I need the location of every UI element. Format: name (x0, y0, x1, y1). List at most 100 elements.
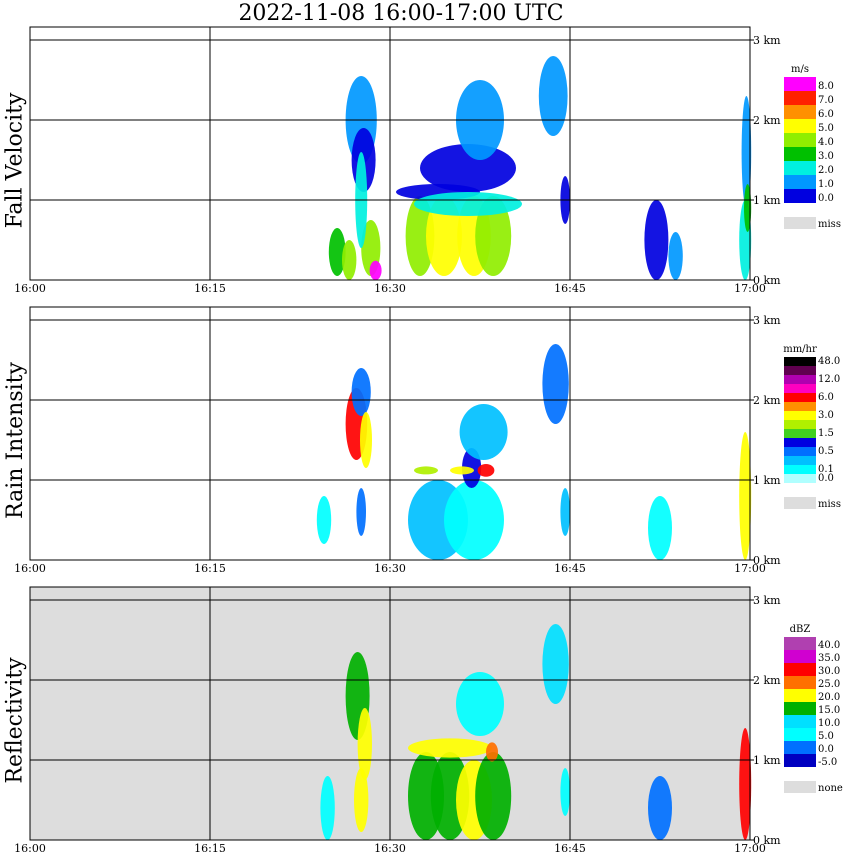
echo-cell (316, 496, 332, 544)
legend-label: 15.0 (818, 705, 840, 716)
x-tick-label: 16:00 (14, 842, 46, 855)
legend-label: 0.5 (818, 446, 834, 457)
legend-label: 3.0 (818, 410, 834, 421)
legend-label: 25.0 (818, 679, 840, 690)
legend-missing-label: miss (818, 499, 841, 510)
echo-cell (414, 192, 522, 216)
legend-label: 10.0 (818, 718, 840, 729)
legend-label: 3.0 (818, 151, 834, 162)
y-tick-label: 1 km (753, 474, 781, 487)
echo-cell (357, 708, 372, 780)
x-tick-label: 16:30 (374, 282, 406, 295)
legend-swatch (784, 402, 816, 411)
echo-cell (739, 432, 752, 560)
x-tick-label: 16:30 (374, 562, 406, 575)
echo-cell (320, 776, 335, 840)
legend-units: mm/hr (783, 344, 817, 355)
echo-cell (356, 488, 367, 536)
echo-cell (360, 412, 372, 468)
x-tick-label: 17:00 (734, 282, 766, 295)
legend-label: 8.0 (818, 81, 834, 92)
echo-cell (538, 56, 568, 136)
echo-cell (648, 496, 672, 560)
y-tick-label: 3 km (753, 34, 781, 47)
x-tick-label: 16:00 (14, 562, 46, 575)
echo-cell (408, 738, 492, 758)
legend-swatch (784, 715, 816, 728)
x-tick-label: 16:45 (554, 282, 586, 295)
echo-cells (316, 344, 752, 560)
echo-cell (351, 368, 371, 416)
legend-swatch (784, 375, 816, 384)
y-tick-label: 0 km (753, 554, 781, 567)
y-tick-label: 0 km (753, 834, 781, 847)
y-tick-label: 2 km (753, 114, 781, 127)
legend-label: 0.0 (818, 193, 834, 204)
plot-frame (29, 26, 751, 281)
legend: m/s 8.0 7.0 6.0 5.0 4.0 3.0 2.0 1.0 0.0 miss (784, 64, 841, 230)
legend-swatch (784, 133, 816, 147)
legend-label: 5.0 (818, 731, 834, 742)
y-tick-label: 0 km (753, 274, 781, 287)
echo-cell (741, 96, 752, 208)
legend-missing-swatch (784, 781, 816, 793)
echo-cell (475, 752, 512, 840)
echo-cells (328, 56, 752, 280)
echo-cell (542, 344, 569, 424)
echo-cell (456, 672, 504, 736)
legend-swatch (784, 474, 816, 483)
y-tick-label: 3 km (753, 594, 781, 607)
legend-swatch (784, 77, 816, 91)
legend-missing-swatch (784, 217, 816, 229)
x-tick-label: 16:30 (374, 842, 406, 855)
plot-frame (29, 306, 751, 561)
legend-swatch (784, 91, 816, 105)
echo-cell (560, 488, 570, 536)
legend-swatch (784, 702, 816, 715)
echo-cell (444, 480, 504, 560)
legend-label: 6.0 (818, 392, 834, 403)
echo-cell (450, 466, 474, 475)
echo-cell (459, 404, 508, 460)
x-tick-label: 16:45 (554, 562, 586, 575)
panel-1: 16:00 16:15 16:30 16:45 17:000 km 1 km 2 km 3 k… (14, 306, 841, 575)
y-tick-label: 3 km (753, 314, 781, 327)
legend-swatch (784, 728, 816, 741)
panel-0: 16:00 16:15 16:30 16:45 17:000 km 1 km 2 km 3 k… (14, 26, 841, 295)
panel-2: 16:00 16:15 16:30 16:45 17:000 km 1 km 2 km 3 k… (14, 586, 843, 855)
echo-cell (668, 232, 683, 280)
legend-swatch (784, 175, 816, 189)
legend-label: 2.0 (818, 165, 834, 176)
legend-units: m/s (791, 64, 809, 75)
legend-swatch (784, 689, 816, 702)
legend-label: 20.0 (818, 692, 840, 703)
legend-swatch (784, 754, 816, 767)
legend-missing-swatch (784, 497, 816, 509)
echo-cell (328, 228, 346, 276)
echo-cells (320, 624, 752, 840)
legend-swatch (784, 119, 816, 133)
legend-label: 40.0 (818, 640, 840, 651)
legend-swatch (784, 650, 816, 663)
legend-swatch (784, 366, 816, 375)
legend-label: 12.0 (818, 374, 840, 385)
legend-swatch (784, 357, 816, 366)
legend-swatch (784, 105, 816, 119)
plot-frame (29, 586, 751, 841)
y-tick-label: 1 km (753, 194, 781, 207)
echo-cell (342, 240, 357, 280)
legend-label: 30.0 (818, 666, 840, 677)
legend-label: 0.0 (818, 744, 834, 755)
echo-cell (354, 768, 369, 832)
legend-swatch (784, 147, 816, 161)
x-tick-label: 16:45 (554, 842, 586, 855)
legend-swatch (784, 741, 816, 754)
legend-swatch (784, 189, 816, 203)
echo-cell (739, 728, 752, 840)
echo-cell (486, 742, 498, 762)
legend-swatch (784, 161, 816, 175)
echo-cell (475, 196, 512, 276)
legend-label: 4.0 (818, 137, 834, 148)
